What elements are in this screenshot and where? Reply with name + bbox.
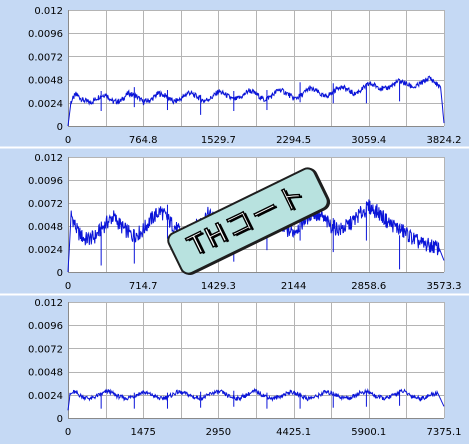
x-tick-label: 714.7 xyxy=(129,281,158,292)
y-tick-label: 0.012 xyxy=(34,153,63,164)
y-tick-label: 0.0024 xyxy=(28,245,63,256)
x-tick-label: 1475 xyxy=(130,427,155,438)
x-tick-label: 2858.6 xyxy=(351,281,386,292)
x-tick-label: 764.8 xyxy=(129,135,158,146)
y-tick-label: 0.0024 xyxy=(28,391,63,402)
x-tick-label: 1429.3 xyxy=(201,281,236,292)
x-tick-label: 2294.5 xyxy=(276,135,311,146)
y-tick-label: 0.0096 xyxy=(28,29,63,40)
chart-panel-1: 0 0.0024 0.0048 0.0072 0.0096 0.012 0 764.8 1529… xyxy=(28,6,462,146)
y-tick-label: 0.0072 xyxy=(28,344,63,355)
x-tick-label: 0 xyxy=(65,281,71,292)
x-tick-label: 0 xyxy=(65,135,71,146)
x-tick-label: 2950 xyxy=(206,427,231,438)
y-tick-label: 0 xyxy=(57,268,63,279)
x-tick-label: 3059.4 xyxy=(351,135,386,146)
y-tick-label: 0.0048 xyxy=(28,368,63,379)
x-tick-label: 1529.7 xyxy=(201,135,236,146)
series-line xyxy=(67,75,445,127)
y-tick-label: 0.0024 xyxy=(28,99,63,110)
x-tick-label: 2144 xyxy=(281,281,306,292)
y-tick-label: 0 xyxy=(57,414,63,425)
y-tick-label: 0.0048 xyxy=(28,222,63,233)
x-tick-label: 3573.3 xyxy=(427,281,462,292)
y-tick-label: 0.0096 xyxy=(28,176,63,187)
chart-panel-2: 0 0.0024 0.0048 0.0072 0.0096 0.012 0 714.7 1429… xyxy=(28,153,462,292)
y-tick-label: 0.0048 xyxy=(28,76,63,87)
y-tick-label: 0.012 xyxy=(34,6,63,17)
series-line xyxy=(67,387,445,411)
chart-panel-3: 0 0.0024 0.0048 0.0072 0.0096 0.012 0 1475 2950 4… xyxy=(28,298,462,438)
y-tick-label: 0.0096 xyxy=(28,321,63,332)
y-tick-label: 0.012 xyxy=(34,298,63,309)
x-tick-label: 7375.1 xyxy=(427,427,462,438)
y-tick-label: 0 xyxy=(57,122,63,133)
x-tick-label: 3824.2 xyxy=(427,135,462,146)
x-tick-label: 0 xyxy=(65,427,71,438)
x-tick-label: 5900.1 xyxy=(351,427,386,438)
y-tick-label: 0.0072 xyxy=(28,52,63,63)
y-tick-label: 0.0072 xyxy=(28,199,63,210)
x-tick-label: 4425.1 xyxy=(276,427,311,438)
